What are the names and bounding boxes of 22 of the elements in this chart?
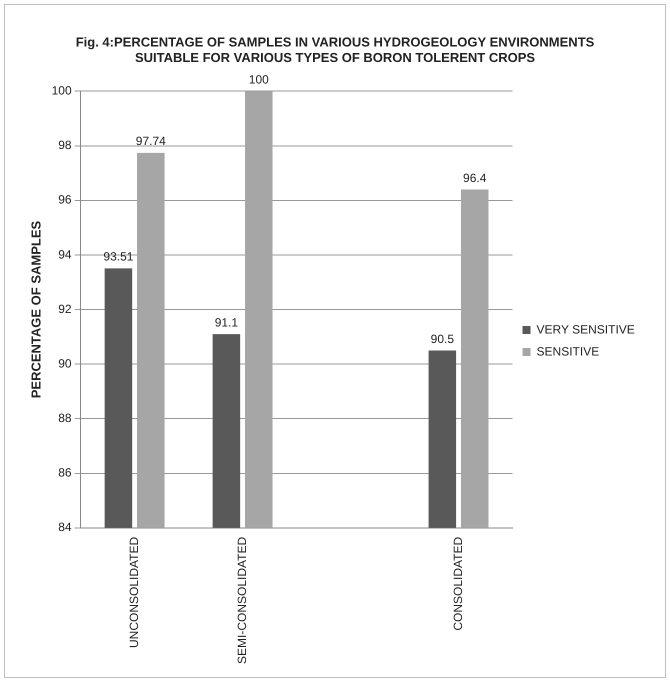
y-axis-title: PERCENTAGE OF SAMPLES bbox=[28, 220, 44, 398]
chart-title: Fig. 4:PERCENTAGE OF SAMPLES IN VARIOUS HYDROGEOLOGY ENVIRONMENTS SUITABLE FOR VARIOUS TYPES OF BORON TOLERENT CROPS bbox=[76, 34, 595, 65]
x-tick-label: CONSOLIDATED bbox=[450, 536, 465, 631]
data-label: 91.1 bbox=[214, 315, 238, 330]
y-tick-label: 88 bbox=[58, 411, 72, 426]
y-tick-label: 100 bbox=[52, 84, 72, 98]
legend-label: SENSITIVE bbox=[536, 344, 600, 358]
x-tick-label: SEMI-CONSOLIDATED bbox=[234, 536, 249, 664]
y-tick-label: 90 bbox=[58, 356, 72, 370]
y-tick-label: 84 bbox=[58, 520, 72, 534]
legend-label: VERY SENSITIVE bbox=[536, 322, 635, 336]
data-label: 96.4 bbox=[463, 170, 487, 185]
data-label: 100 bbox=[248, 72, 270, 87]
y-tick-label: 94 bbox=[58, 247, 72, 262]
y-tick-label: 92 bbox=[58, 302, 72, 316]
y-tick-label: 98 bbox=[58, 138, 72, 152]
data-label: 90.5 bbox=[430, 332, 454, 346]
y-tick-label: 96 bbox=[58, 192, 72, 207]
data-label: 93.51 bbox=[103, 250, 134, 264]
y-tick-label: 86 bbox=[58, 466, 72, 480]
data-label: 97.74 bbox=[136, 134, 166, 148]
x-tick-label: UNCONSOLIDATED bbox=[126, 536, 141, 648]
